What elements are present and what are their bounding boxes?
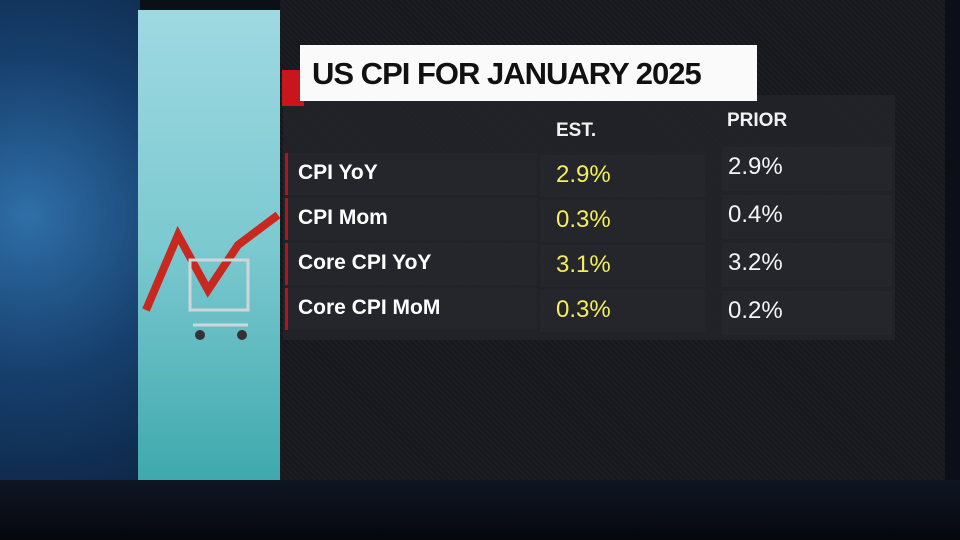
prior-value: 3.2% [722,243,892,287]
prior-value: 0.4% [722,195,892,239]
cart-wheel [195,330,205,340]
row-label: Core CPI MoM [285,288,537,330]
cart-wheel [237,330,247,340]
title-box [300,45,757,101]
cart-basket [188,258,250,312]
floor [0,480,960,540]
globe-panel [0,0,140,540]
prior-value: 0.2% [722,291,892,335]
cart-illustration [142,211,281,340]
title-accent [282,70,304,106]
column-header: EST. [556,120,597,141]
est-value: 0.3% [540,290,705,332]
est-value: 0.3% [540,200,705,242]
trend-arrow [142,211,281,312]
title: US CPI FOR JANUARY 2025 [312,56,702,91]
row-label: CPI YoY [285,153,537,195]
row-label: Core CPI YoY [285,243,537,285]
prior-value: 2.9% [722,147,892,191]
est-value: 2.9% [540,155,705,197]
est-value: 3.1% [540,245,705,287]
column-header: PRIOR [727,110,788,131]
cart-image [138,10,286,480]
row-label: CPI Mom [285,198,537,240]
